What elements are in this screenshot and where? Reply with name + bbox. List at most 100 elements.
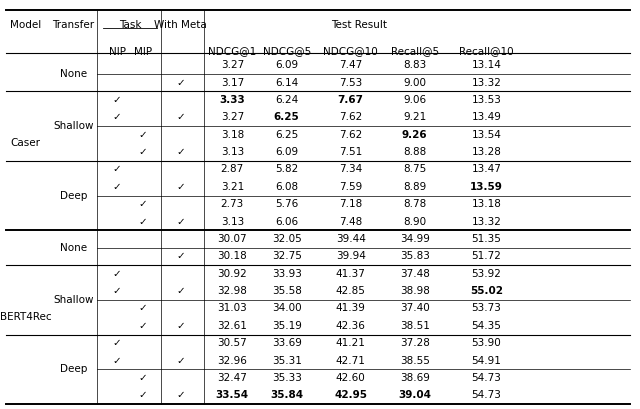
Text: 9.21: 9.21	[403, 112, 426, 122]
Text: ✓: ✓	[176, 147, 185, 157]
Text: ✓: ✓	[138, 391, 147, 400]
Text: NIP: NIP	[109, 47, 125, 56]
Text: 38.98: 38.98	[400, 286, 429, 296]
Text: 13.53: 13.53	[472, 95, 501, 105]
Text: ✓: ✓	[138, 217, 147, 227]
Text: ✓: ✓	[176, 78, 185, 88]
Text: 54.73: 54.73	[472, 373, 501, 383]
Text: 53.92: 53.92	[472, 269, 501, 279]
Text: ✓: ✓	[138, 130, 147, 139]
Text: 41.37: 41.37	[336, 269, 365, 279]
Text: ✓: ✓	[113, 269, 122, 279]
Text: ✓: ✓	[113, 356, 122, 366]
Text: ✓: ✓	[138, 321, 147, 331]
Text: ✓: ✓	[113, 112, 122, 122]
Text: 32.75: 32.75	[272, 252, 301, 261]
Text: 35.19: 35.19	[272, 321, 301, 331]
Text: None: None	[60, 69, 87, 79]
Text: 3.21: 3.21	[221, 182, 244, 192]
Text: 30.57: 30.57	[218, 338, 247, 348]
Text: 37.40: 37.40	[400, 303, 429, 313]
Text: 51.35: 51.35	[472, 234, 501, 244]
Text: 54.91: 54.91	[472, 356, 501, 366]
Text: 7.47: 7.47	[339, 60, 362, 70]
Text: 33.93: 33.93	[272, 269, 301, 279]
Text: 3.13: 3.13	[221, 217, 244, 227]
Text: 37.28: 37.28	[400, 338, 429, 348]
Text: 35.83: 35.83	[400, 252, 429, 261]
Text: With Meta: With Meta	[154, 20, 207, 30]
Text: 53.90: 53.90	[472, 338, 501, 348]
Text: Deep: Deep	[60, 191, 87, 200]
Text: 6.25: 6.25	[274, 112, 300, 122]
Text: 51.72: 51.72	[472, 252, 501, 261]
Text: 42.36: 42.36	[336, 321, 365, 331]
Text: ✓: ✓	[176, 217, 185, 227]
Text: 13.32: 13.32	[472, 217, 501, 227]
Text: NDCG@5: NDCG@5	[262, 47, 311, 56]
Text: ✓: ✓	[113, 338, 122, 348]
Text: ✓: ✓	[176, 391, 185, 400]
Text: MIP: MIP	[134, 47, 152, 56]
Text: ✓: ✓	[113, 182, 122, 192]
Text: NDCG@1: NDCG@1	[208, 47, 257, 56]
Text: ✓: ✓	[138, 303, 147, 313]
Text: 31.03: 31.03	[218, 303, 247, 313]
Text: 7.59: 7.59	[339, 182, 362, 192]
Text: 8.90: 8.90	[403, 217, 426, 227]
Text: 7.53: 7.53	[339, 78, 362, 88]
Text: Transfer: Transfer	[52, 20, 95, 30]
Text: 42.95: 42.95	[334, 391, 367, 400]
Text: 3.27: 3.27	[221, 60, 244, 70]
Text: Task: Task	[118, 20, 141, 29]
Text: 6.06: 6.06	[275, 217, 298, 227]
Text: ✓: ✓	[138, 373, 147, 383]
Text: 39.44: 39.44	[336, 234, 365, 244]
Text: 32.47: 32.47	[218, 373, 247, 383]
Text: 41.39: 41.39	[336, 303, 365, 313]
Text: 54.73: 54.73	[472, 391, 501, 400]
Text: 30.18: 30.18	[218, 252, 247, 261]
Text: 53.73: 53.73	[472, 303, 501, 313]
Text: 8.78: 8.78	[403, 199, 426, 209]
Text: 9.06: 9.06	[403, 95, 426, 105]
Text: 30.07: 30.07	[218, 234, 247, 244]
Text: 6.09: 6.09	[275, 60, 298, 70]
Text: Shallow: Shallow	[53, 295, 94, 305]
Text: 13.18: 13.18	[472, 199, 501, 209]
Text: 8.75: 8.75	[403, 164, 426, 174]
Text: 32.61: 32.61	[218, 321, 247, 331]
Text: 7.48: 7.48	[339, 217, 362, 227]
Text: ✓: ✓	[138, 147, 147, 157]
Text: 6.14: 6.14	[275, 78, 298, 88]
Text: 3.18: 3.18	[221, 130, 244, 139]
Text: 38.69: 38.69	[400, 373, 429, 383]
Text: 35.58: 35.58	[272, 286, 301, 296]
Text: Test Result: Test Result	[332, 20, 387, 29]
Text: 7.51: 7.51	[339, 147, 362, 157]
Text: 8.89: 8.89	[403, 182, 426, 192]
Text: 35.31: 35.31	[272, 356, 301, 366]
Text: Model: Model	[10, 20, 41, 30]
Text: ✓: ✓	[176, 112, 185, 122]
Text: 42.71: 42.71	[336, 356, 365, 366]
Text: 8.88: 8.88	[403, 147, 426, 157]
Text: 3.33: 3.33	[220, 95, 245, 105]
Text: 13.28: 13.28	[472, 147, 501, 157]
Text: ✓: ✓	[176, 286, 185, 296]
Text: 3.13: 3.13	[221, 147, 244, 157]
Text: 6.09: 6.09	[275, 147, 298, 157]
Text: 5.76: 5.76	[275, 199, 298, 209]
Text: ✓: ✓	[176, 252, 185, 261]
Text: 54.35: 54.35	[472, 321, 501, 331]
Text: None: None	[60, 243, 87, 253]
Text: ✓: ✓	[113, 286, 122, 296]
Text: 55.02: 55.02	[470, 286, 503, 296]
Text: 39.04: 39.04	[398, 391, 431, 400]
Text: 9.26: 9.26	[402, 130, 428, 139]
Text: 35.33: 35.33	[272, 373, 301, 383]
Text: 7.67: 7.67	[338, 95, 364, 105]
Text: 32.96: 32.96	[218, 356, 247, 366]
Text: 13.47: 13.47	[472, 164, 501, 174]
Text: Recall@5: Recall@5	[390, 47, 439, 56]
